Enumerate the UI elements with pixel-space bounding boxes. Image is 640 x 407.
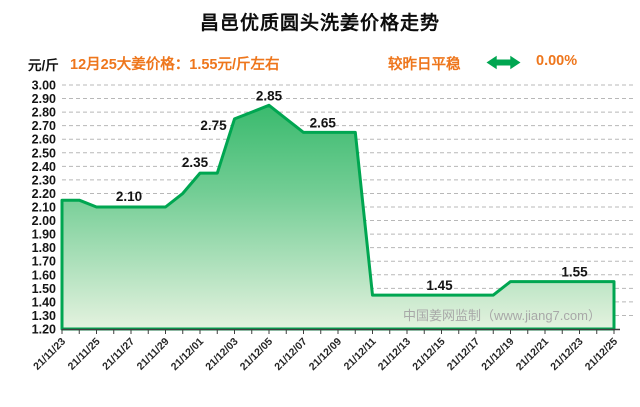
- x-tick-label: 21/12/15: [410, 336, 447, 373]
- y-tick-label: 2.40: [32, 160, 56, 174]
- y-tick-label: 2.70: [32, 119, 56, 133]
- x-tick-label: 21/11/27: [100, 336, 137, 373]
- change-percent-value: 0.00%: [536, 53, 578, 69]
- y-tick-label: 2.30: [32, 173, 56, 187]
- area-series-ginger-price: [60, 103, 616, 331]
- y-tick-label: 1.50: [32, 282, 56, 296]
- page-title: 昌邑优质圆头洗姜价格走势: [199, 13, 440, 34]
- y-tick-label: 1.20: [32, 323, 56, 337]
- point-value-labels: 2.10 2.35 2.75 2.85 2.65 1.45 1.55: [116, 88, 588, 293]
- y-tick-label: 3.00: [32, 79, 56, 93]
- y-tick-label: 1.30: [32, 309, 56, 323]
- point-value-label: 1.45: [426, 278, 453, 293]
- point-value-label: 2.35: [182, 155, 209, 170]
- x-tick-label: 21/12/01: [169, 336, 206, 373]
- y-tick-label: 1.70: [32, 255, 56, 269]
- double-horizontal-arrow-icon: [486, 55, 521, 70]
- current-price-note: 12月25大姜价格：1.55元/斤左右: [70, 57, 280, 73]
- trend-vs-yesterday-label: 较昨日平稳: [388, 57, 461, 73]
- point-value-label: 2.65: [310, 115, 337, 130]
- x-tick-label: 21/12/03: [203, 336, 240, 373]
- y-axis-tick-labels: 3.002.902.802.702.602.502.402.302.202.10…: [32, 79, 56, 337]
- y-tick-label: 2.90: [32, 92, 56, 106]
- x-tick-label: 21/12/19: [479, 336, 516, 373]
- x-tick-label: 21/12/09: [307, 336, 344, 373]
- x-tick-label: 21/12/25: [583, 336, 620, 373]
- y-tick-label: 1.80: [32, 241, 56, 255]
- y-tick-label: 2.00: [32, 214, 56, 228]
- y-axis-unit-label: 元/斤: [28, 58, 59, 73]
- watermark: 中国姜网监制（www.jiang7.com）: [403, 308, 601, 323]
- y-tick-label: 2.50: [32, 146, 56, 160]
- x-tick-label: 21/11/29: [135, 336, 172, 373]
- point-value-label: 2.85: [256, 88, 283, 103]
- y-tick-label: 1.40: [32, 295, 56, 309]
- y-tick-label: 1.60: [32, 268, 56, 282]
- y-tick-label: 2.60: [32, 133, 56, 147]
- x-tick-label: 21/12/05: [238, 336, 275, 373]
- point-value-label: 2.75: [200, 118, 227, 133]
- point-value-label: 1.55: [561, 265, 588, 280]
- point-value-label: 2.10: [116, 189, 142, 204]
- price-area-shape: [60, 103, 616, 331]
- x-tick-label: 21/12/07: [272, 336, 309, 373]
- x-tick-label: 21/12/23: [548, 336, 585, 373]
- x-tick-label: 21/12/11: [342, 336, 379, 373]
- y-tick-label: 2.10: [32, 201, 56, 215]
- x-tick-label: 21/12/13: [376, 336, 413, 373]
- x-tick-label: 21/11/23: [31, 336, 68, 373]
- y-tick-label: 2.20: [32, 187, 56, 201]
- x-tick-label: 21/12/21: [514, 336, 551, 373]
- x-tick-label: 21/12/17: [445, 336, 482, 373]
- y-tick-label: 2.80: [32, 106, 56, 120]
- x-axis-tick-labels: 21/11/2321/11/2521/11/2721/11/2921/12/01…: [31, 336, 620, 373]
- y-tick-label: 1.90: [32, 228, 56, 242]
- x-axis: [61, 328, 620, 334]
- x-tick-label: 21/11/25: [66, 336, 103, 373]
